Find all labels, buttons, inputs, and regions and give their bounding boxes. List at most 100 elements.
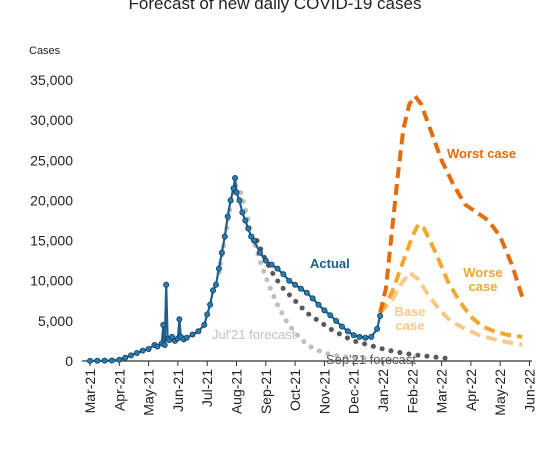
x-tick-label: Jun-22 [522,369,538,412]
x-tick-label: Mar-22 [434,369,450,414]
label-layer: Actual Jul'21 forecast Sep'21 forecast Wors… [212,146,516,367]
series-actual-point [333,317,340,324]
series-actual-point [248,233,255,240]
x-tick-label: Mar-21 [82,369,98,414]
series-actual-point [236,197,243,204]
series-actual-point [169,333,176,340]
series-actual-point [189,331,196,338]
annotation-actual: Actual [310,256,350,271]
series-actual-point [251,237,258,244]
series-actual-point [207,301,214,308]
annotation-jul-21-forecast: Jul'21 forecast [212,327,296,342]
x-tick-label: May-22 [492,369,508,416]
series-actual-point [210,287,217,294]
x-tick-label: Apr-21 [111,369,127,411]
x-tick-label: Jan-22 [375,369,391,412]
series-actual-point [297,285,304,292]
series-actual-point [116,356,123,363]
series-actual-point [161,341,168,348]
series-actual-point [233,189,240,196]
series-worst-case [378,92,525,314]
y-tick-label: 35,000 [30,72,73,88]
x-tick-label: Sep-21 [258,369,274,414]
series-actual-point [303,289,310,296]
series-actual-point [292,281,299,288]
series-actual-point [212,281,219,288]
series-actual-point [268,261,275,268]
annotation-worst-case: Worst case [447,146,516,161]
series-actual-point [368,333,375,340]
x-tick-label: Dec-21 [346,369,362,414]
y-tick-label: 5,000 [38,313,73,329]
y-tick-label: 10,000 [30,273,73,289]
series-actual-point [256,249,263,256]
series-layer [87,92,525,364]
series-actual-point [139,347,146,354]
series-actual-point [321,307,328,314]
x-tick-label: Apr-22 [463,369,479,411]
series-actual-point [227,197,234,204]
series-actual-point [145,345,152,352]
x-tick-label: Oct-21 [287,369,303,411]
x-tick-label: Aug-21 [229,369,245,414]
y-tick-label: 0 [65,353,73,369]
y-tick-label: 30,000 [30,112,73,128]
y-tick-label: 15,000 [30,233,73,249]
x-tick-label: Jun-21 [170,369,186,412]
series-actual-point [101,357,108,364]
x-tick-label: May-21 [141,369,157,416]
x-tick-label: Feb-22 [404,369,420,414]
series-actual-point [262,257,269,264]
series-actual-point [122,354,129,361]
y-tick-label: 20,000 [30,192,73,208]
axes-layer: Cases 0 5,000 10,000 15,000 20,000 25,000 30,00… [29,45,538,416]
series-actual-point [338,323,345,330]
series-actual-point [362,334,369,341]
y-tick-label: 25,000 [30,152,73,168]
series-actual-point [356,333,363,340]
series-actual-point [133,349,140,356]
series-actual-point [224,213,231,220]
series-actual-point [239,209,246,216]
series-actual-point [201,321,208,328]
annotation-worse-case: Worse case [463,265,503,294]
series-jul-21-forecast [216,179,374,362]
series-actual-point [195,328,202,335]
chart-title: Forecast of new daily COVID-19 cases [128,0,422,13]
series-actual-point [377,313,384,320]
series-actual-point [327,312,334,319]
series-actual-point [204,311,211,318]
series-actual-point [183,334,190,341]
series-sep-21-forecast [254,238,456,362]
annotation-sep-21-forecast: Sep'21 forecast [326,352,416,367]
series-actual-point [286,277,293,284]
series-actual-point [374,325,381,332]
y-axis-label: Cases [29,45,61,57]
series-actual-point [160,321,167,328]
series-worse-case [378,221,523,339]
series-actual-point [94,357,101,364]
series-base-case [378,269,523,347]
series-actual-point [274,265,281,272]
x-tick-label: Jul-21 [199,369,215,407]
series-actual-point [176,316,183,323]
series-actual-point [315,301,322,308]
series-actual-point [242,217,249,224]
series-actual-point [163,281,170,288]
series-actual-point [245,225,252,232]
series-actual-point [344,328,351,335]
series-actual-point [108,357,115,364]
series-actual-point [154,343,161,350]
series-actual-point [309,295,316,302]
series-actual-point [232,174,239,181]
series-actual-point [218,249,225,256]
x-tick-label: Nov-21 [316,369,332,414]
series-actual-point [87,357,94,364]
annotation-base-case: Base case [394,304,425,333]
series-actual-point [221,233,228,240]
series-actual-point [280,271,287,278]
series-actual-point [350,332,357,339]
series-actual-point [230,185,237,192]
